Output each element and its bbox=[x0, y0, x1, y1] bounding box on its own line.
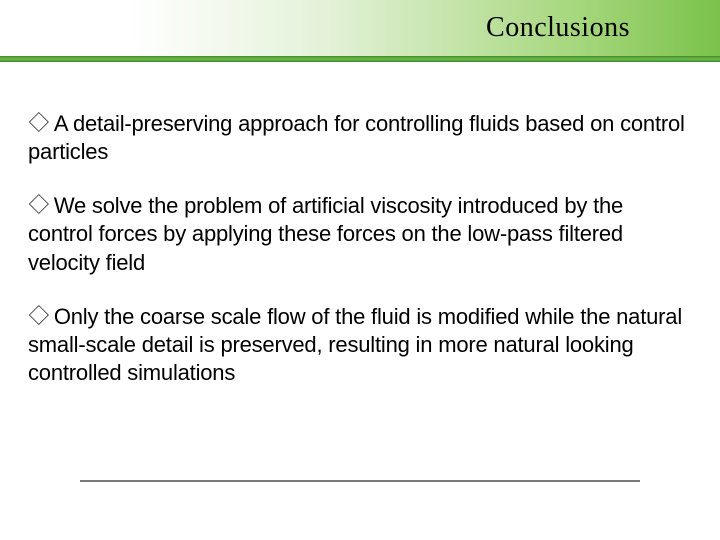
bullet-text: A detail-preserving approach for control… bbox=[28, 111, 685, 164]
footer-divider bbox=[80, 480, 640, 482]
bullet-item: ◇A detail-preserving approach for contro… bbox=[28, 110, 692, 166]
bullet-item: ◇We solve the problem of artificial visc… bbox=[28, 192, 692, 276]
bullet-text: We solve the problem of artificial visco… bbox=[28, 193, 623, 274]
slide-body: ◇A detail-preserving approach for contro… bbox=[28, 110, 692, 413]
diamond-bullet-icon: ◇ bbox=[28, 191, 50, 219]
diamond-bullet-icon: ◇ bbox=[28, 302, 50, 330]
header-underline bbox=[0, 56, 720, 62]
slide-title: Conclusions bbox=[486, 12, 630, 44]
bullet-text: Only the coarse scale flow of the fluid … bbox=[28, 304, 682, 385]
bullet-item: ◇Only the coarse scale flow of the fluid… bbox=[28, 303, 692, 387]
diamond-bullet-icon: ◇ bbox=[28, 109, 50, 137]
slide-container: Conclusions ◇A detail-preserving approac… bbox=[0, 0, 720, 540]
